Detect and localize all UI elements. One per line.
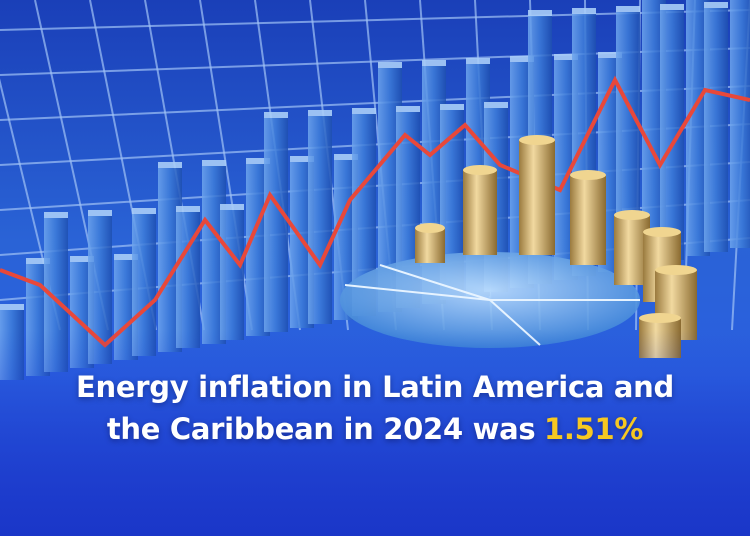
bar-top <box>70 256 94 262</box>
headline-highlight: 1.51% <box>544 412 644 446</box>
coin-top <box>639 313 681 323</box>
bar <box>704 8 728 252</box>
headline-line: Energy inflation in Latin America and <box>76 370 674 404</box>
coin-top <box>519 135 555 145</box>
bar-top <box>246 158 270 164</box>
bar-top <box>264 112 288 118</box>
bar-top <box>554 54 578 60</box>
bar-top <box>290 156 314 162</box>
bar-top <box>396 106 420 112</box>
bar <box>660 10 684 260</box>
coin-top <box>415 223 445 233</box>
bar-top <box>88 210 112 216</box>
bar-top <box>44 212 68 218</box>
bar-top <box>598 52 622 58</box>
bar-top <box>510 56 534 62</box>
coin-top <box>570 170 606 180</box>
bar-top <box>528 10 552 16</box>
headline-text: the Caribbean in 2024 was <box>106 412 536 446</box>
bar-top <box>440 104 464 110</box>
bar <box>264 118 288 332</box>
bottom-fade <box>0 330 750 536</box>
bar-top <box>352 108 376 114</box>
bar-top <box>616 6 640 12</box>
bar <box>220 210 244 340</box>
headline-line: the Caribbean in 2024 was 1.51% <box>0 408 750 450</box>
bar-top <box>26 258 50 264</box>
bar-top <box>114 254 138 260</box>
bar-top <box>378 62 402 68</box>
coin-stack <box>519 140 555 255</box>
coin-top <box>643 227 681 237</box>
coin-top <box>463 165 497 175</box>
bar-top <box>334 154 358 160</box>
coin-stack <box>463 170 497 255</box>
bar-top <box>660 4 684 10</box>
bar-top <box>220 204 244 210</box>
coin-stack <box>570 175 606 265</box>
headline: Energy inflation in Latin America and th… <box>0 366 750 450</box>
bar-top <box>132 208 156 214</box>
trend-line <box>0 75 750 348</box>
bar-top <box>422 60 446 66</box>
bar-top <box>158 162 182 168</box>
bar <box>308 116 332 324</box>
bar-top <box>202 160 226 166</box>
bar-top <box>176 206 200 212</box>
pie-slices <box>344 264 640 346</box>
bar-top <box>466 58 490 64</box>
bar-top <box>484 102 508 108</box>
coin-top <box>614 210 650 220</box>
bar-top <box>704 2 728 8</box>
coin-top <box>655 265 697 275</box>
bar-top <box>0 304 24 310</box>
coin-stack <box>415 228 445 263</box>
bar-top <box>308 110 332 116</box>
bar <box>730 0 750 248</box>
bar-top <box>572 8 596 14</box>
